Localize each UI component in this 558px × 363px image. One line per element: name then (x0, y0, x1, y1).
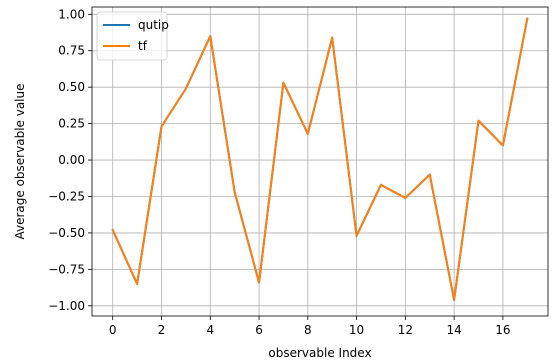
y-axis-ticks: 1.00 0.75 0.50 0.25 0.00 −0.25 −0.50 −0.75 −1.00 (48, 7, 92, 313)
x-tick-label: 4 (206, 323, 214, 337)
legend-label-tf: tf (138, 39, 148, 53)
x-tick-label: 8 (304, 323, 312, 337)
series-line-qutip (111, 17, 529, 301)
y-tick-label: −0.25 (48, 189, 85, 203)
y-axis-label: Average observable value (13, 84, 27, 240)
legend-label-qutip: qutip (138, 18, 169, 32)
x-tick-label: 0 (109, 323, 117, 337)
y-tick-label: 0.00 (58, 153, 85, 167)
legend: qutip tf (96, 11, 169, 61)
grid (92, 7, 548, 316)
series-line-tf (111, 17, 529, 301)
x-tick-label: 2 (158, 323, 166, 337)
y-tick-label: −1.00 (48, 299, 85, 313)
x-tick-label: 14 (446, 323, 461, 337)
x-tick-label: 12 (398, 323, 413, 337)
y-tick-label: −0.75 (48, 262, 85, 276)
x-tick-label: 10 (349, 323, 364, 337)
plot-frame (91, 6, 549, 317)
series-layer (111, 17, 529, 301)
x-tick-label: 6 (255, 323, 263, 337)
x-axis-label: observable Index (268, 346, 371, 360)
y-tick-label: 0.75 (58, 44, 85, 58)
x-tick-label: 16 (495, 323, 510, 337)
y-tick-label: 1.00 (58, 7, 85, 21)
y-tick-label: 0.50 (58, 80, 85, 94)
x-axis-ticks: 0 2 4 6 8 10 12 14 16 (109, 316, 511, 337)
y-tick-label: 0.25 (58, 117, 85, 131)
y-tick-label: −0.50 (48, 226, 85, 240)
